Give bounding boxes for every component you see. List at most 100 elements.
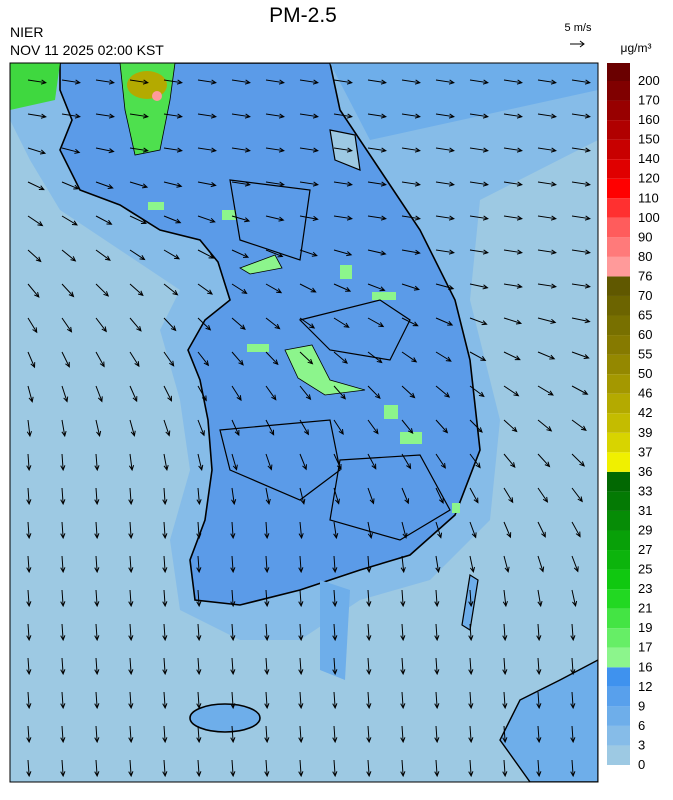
- wind-arrow: [27, 283, 40, 298]
- wind-arrow: [230, 555, 236, 574]
- wind-arrow: [503, 181, 523, 187]
- wind-arrow: [571, 249, 591, 255]
- wind-arrow: [502, 657, 508, 676]
- wind-arrow: [537, 215, 557, 221]
- wind-arrow: [367, 249, 387, 256]
- wind-arrow: [128, 453, 135, 472]
- wind-arrow: [231, 249, 250, 258]
- colorbar-segment: [607, 178, 630, 199]
- wind-arrow: [60, 555, 66, 574]
- wind-arrow: [468, 657, 474, 676]
- wind-arrow: [162, 657, 168, 676]
- wind-arrow: [401, 181, 421, 187]
- colorbar-segment: [607, 510, 630, 531]
- wind-arrow: [197, 181, 217, 188]
- wind-arrow: [469, 419, 483, 433]
- wind-arrow: [27, 113, 47, 119]
- wind-arrow: [61, 249, 77, 262]
- wind-arrow: [503, 113, 523, 119]
- wind-arrow: [163, 385, 173, 402]
- wind-arrow: [435, 419, 449, 434]
- wind-arrow: [95, 181, 114, 189]
- wind-arrow: [26, 487, 32, 506]
- wind-arrow: [94, 691, 100, 710]
- wind-arrow: [196, 555, 202, 574]
- wind-arrow: [163, 215, 182, 224]
- wind-arrow: [60, 453, 66, 472]
- wind-arrow: [503, 147, 523, 153]
- timestamp: NOV 11 2025 02:00 KST: [10, 42, 164, 58]
- wind-arrow: [570, 691, 576, 710]
- wind-arrow: [231, 385, 242, 402]
- wind-arrow: [367, 317, 385, 328]
- wind-arrow: [95, 249, 111, 261]
- wind-arrow: [231, 453, 238, 471]
- wind-arrow: [27, 79, 47, 85]
- wind-arrow: [163, 79, 183, 85]
- wind-scale-label: 5 m/s: [565, 22, 592, 34]
- wind-scale-arrow: [570, 40, 585, 48]
- wind-arrow: [400, 589, 406, 608]
- colorbar-tick-label: 42: [638, 405, 652, 420]
- wind-arrow: [129, 181, 149, 189]
- wind-arrow: [128, 623, 134, 642]
- wind-arrow: [265, 147, 285, 153]
- wind-arrow: [333, 487, 340, 505]
- colorbar-segment: [607, 530, 630, 551]
- colorbar-segment: [607, 374, 630, 394]
- wind-arrow: [536, 657, 542, 676]
- wind-arrow: [163, 113, 183, 119]
- wind-arrow: [197, 453, 204, 471]
- wind-arrow: [27, 317, 38, 334]
- wind-arrow: [503, 317, 523, 325]
- wind-arrow: [401, 79, 421, 85]
- colorbar-tick-label: 150: [638, 132, 660, 147]
- colorbar-segment: [607, 120, 630, 140]
- wind-arrow: [128, 589, 134, 608]
- wind-arrow: [163, 147, 183, 153]
- wind-arrow: [333, 147, 353, 153]
- agency: NIER: [10, 24, 43, 40]
- wind-arrow: [95, 351, 105, 368]
- wind-arrow: [571, 317, 591, 324]
- wind-arrow: [94, 623, 100, 642]
- colorbar-tick-label: 33: [638, 483, 652, 498]
- wind-arrow: [435, 147, 455, 153]
- colorbar-tick-label: 31: [638, 503, 652, 518]
- wind-arrow: [128, 657, 134, 676]
- wind-arrow: [571, 113, 591, 119]
- wind-arrow: [230, 759, 236, 778]
- colorbar-segment: [607, 237, 630, 257]
- colorbar-tick-label: 16: [638, 659, 652, 674]
- wind-arrow: [298, 623, 304, 642]
- wind-arrow: [400, 759, 406, 778]
- wind-arrow: [27, 215, 44, 227]
- wind-arrow: [162, 589, 168, 608]
- wind-arrow: [468, 725, 474, 744]
- colorbar-tick-label: 3: [638, 737, 645, 752]
- wind-arrow: [162, 759, 168, 778]
- wind-arrow: [571, 385, 589, 395]
- wind-arrow: [401, 453, 412, 470]
- wind-arrow: [367, 113, 387, 119]
- title: PM-2.5: [269, 4, 337, 27]
- wind-arrow: [129, 249, 146, 261]
- wind-arrow: [367, 79, 387, 85]
- wind-arrow: [265, 283, 283, 294]
- wind-arrow: [265, 351, 279, 366]
- wind-arrow: [231, 181, 251, 187]
- wind-arrow: [333, 453, 342, 471]
- wind-arrow: [231, 79, 251, 85]
- wind-arrow: [298, 725, 304, 744]
- wind-arrow: [162, 725, 168, 744]
- wind-arrow: [129, 283, 144, 297]
- wind-arrow: [401, 215, 421, 221]
- wind-arrow: [469, 79, 489, 85]
- wind-arrow: [299, 79, 319, 85]
- wind-arrow: [537, 589, 543, 608]
- wind-arrow: [94, 521, 100, 540]
- wind-arrow: [231, 147, 251, 153]
- wind-arrow: [129, 419, 136, 437]
- wind-arrow: [60, 589, 66, 608]
- colorbar-segment: [607, 491, 630, 511]
